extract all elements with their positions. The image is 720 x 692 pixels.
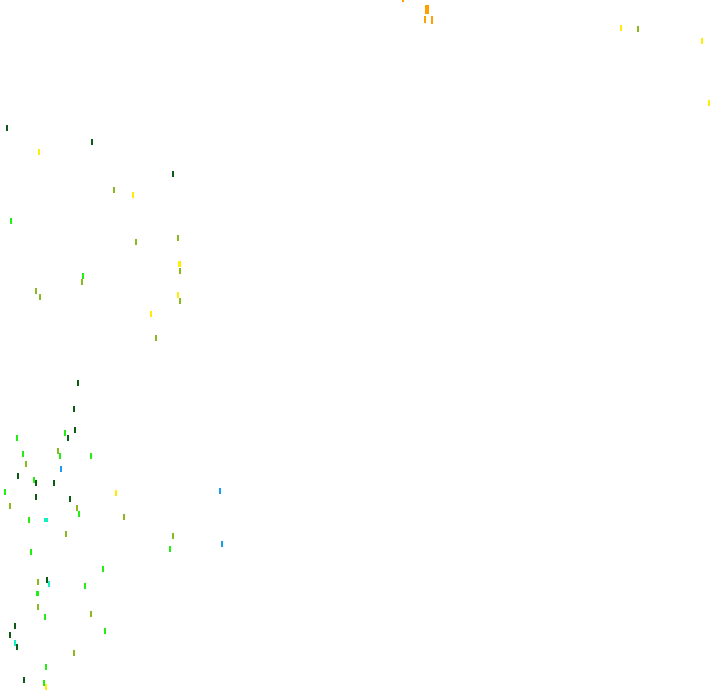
map-pixel-yellow: [38, 149, 40, 155]
map-pixel-bright-green: [16, 435, 18, 441]
map-pixel-olive: [179, 298, 181, 304]
map-pixel-dark-green: [172, 171, 174, 177]
map-pixel-olive: [25, 461, 27, 467]
map-pixel-dark-green: [53, 480, 55, 486]
map-pixel-dark-green: [67, 435, 69, 441]
map-pixel-dark-green: [9, 632, 11, 638]
map-pixel-olive: [179, 268, 181, 274]
map-pixel-orange: [424, 16, 426, 23]
map-pixel-yellow: [177, 292, 179, 298]
map-pixel-olive: [57, 448, 59, 454]
map-pixel-dark-green: [17, 473, 19, 479]
map-pixel-cyan: [44, 518, 48, 522]
map-pixel-bright-green: [84, 583, 86, 589]
map-pixel-cyan: [48, 581, 50, 587]
map-pixel-yellow: [620, 25, 622, 31]
map-pixel-dark-green: [23, 677, 25, 683]
map-pixel-yellow: [708, 100, 710, 106]
map-pixel-bright-green: [10, 218, 12, 224]
map-pixel-bright-green: [45, 664, 47, 670]
map-pixel-yellow: [132, 192, 134, 198]
map-pixel-orange: [402, 0, 404, 2]
map-pixel-dark-green: [14, 623, 16, 629]
map-pixel-bright-green: [59, 453, 61, 459]
map-pixel-dark-green: [73, 406, 75, 412]
map-pixel-olive: [73, 650, 75, 656]
map-pixel-olive: [172, 533, 174, 539]
map-pixel-olive: [155, 335, 157, 341]
map-pixel-olive: [9, 503, 11, 509]
map-pixel-olive: [637, 26, 639, 32]
map-pixel-orange: [425, 5, 429, 14]
map-pixel-dark-green: [91, 139, 93, 145]
map-pixel-olive: [90, 611, 92, 617]
map-pixel-bright-green: [43, 680, 45, 686]
map-pixel-blue: [221, 541, 223, 547]
map-pixel-blue: [219, 488, 221, 494]
map-pixel-blue: [60, 466, 62, 472]
map-pixel-bright-green: [4, 489, 6, 495]
map-pixel-bright-green: [30, 549, 32, 555]
map-pixel-bright-green: [36, 591, 39, 596]
map-pixel-olive: [39, 294, 41, 300]
map-pixel-olive: [177, 235, 179, 241]
map-pixel-bright-green: [28, 517, 30, 523]
map-pixel-orange: [431, 16, 433, 24]
map-pixel-yellow: [115, 490, 117, 496]
map-pixel-dark-green: [35, 494, 37, 500]
map-pixel-olive: [123, 514, 125, 520]
map-pixel-bright-green: [44, 614, 46, 620]
map-pixel-olive: [65, 531, 67, 537]
map-pixel-dark-green: [35, 480, 37, 486]
map-pixel-bright-green: [90, 453, 92, 459]
map-pixel-bright-green: [104, 628, 106, 634]
map-pixel-dark-green: [69, 496, 71, 502]
map-pixel-dark-green: [46, 577, 48, 583]
map-pixel-dark-green: [6, 125, 8, 131]
map-pixel-olive: [135, 239, 137, 245]
map-pixel-dark-green: [16, 644, 18, 650]
map-pixel-olive: [35, 288, 37, 294]
map-pixel-olive: [37, 604, 39, 610]
map-pixel-bright-green: [78, 511, 80, 517]
map-pixel-bright-green: [169, 546, 171, 552]
map-pixel-dark-green: [77, 380, 79, 386]
map-pixel-olive: [76, 505, 78, 511]
map-pixel-yellow: [45, 684, 47, 690]
map-pixel-bright-green: [33, 477, 35, 483]
map-pixel-bright-green: [82, 273, 84, 279]
map-pixel-yellow: [178, 261, 181, 267]
map-pixel-bright-green: [64, 430, 66, 436]
map-pixel-yellow: [701, 38, 703, 44]
map-pixel-bright-green: [22, 451, 24, 457]
map-pixel-olive: [81, 279, 83, 285]
map-pixel-dark-green: [74, 427, 76, 433]
map-pixel-olive: [113, 187, 115, 193]
map-pixel-yellow: [150, 311, 152, 317]
map-pixel-bright-green: [102, 566, 104, 572]
map-pixel-olive: [37, 579, 39, 585]
map-pixel-cyan: [14, 640, 16, 646]
